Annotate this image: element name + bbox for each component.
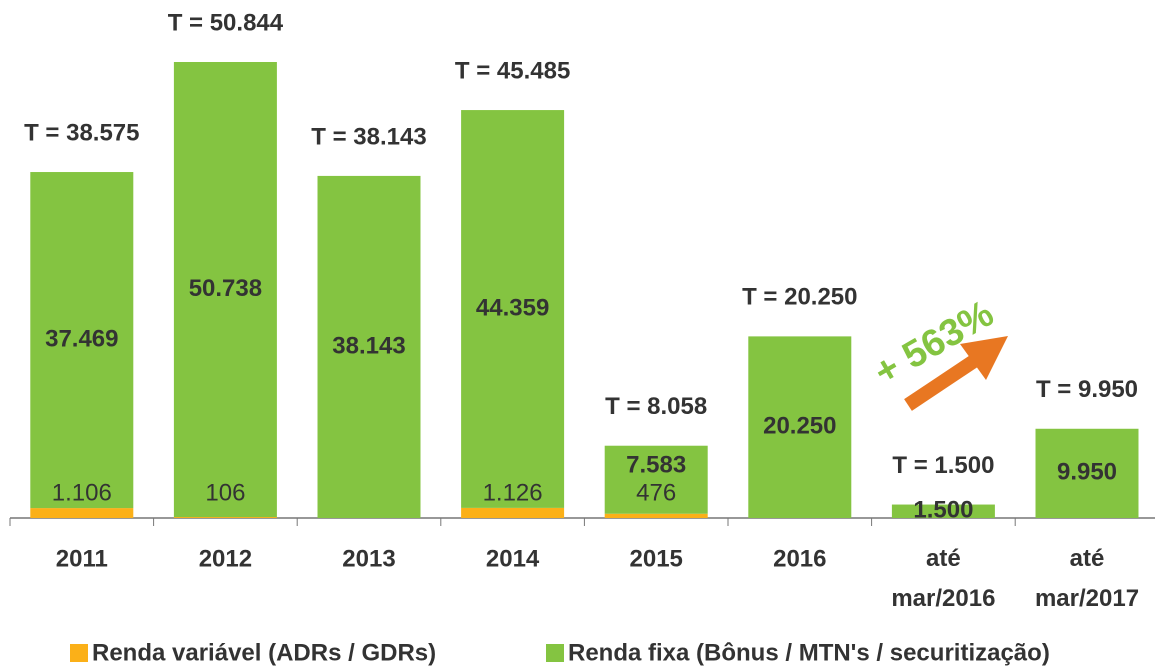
bar-segment: [748, 336, 852, 518]
total-label: T = 1.500: [892, 452, 994, 479]
x-tick-label-line: mar/2017: [1035, 585, 1139, 612]
legend-swatch: [70, 644, 88, 662]
data-label: 20.250: [763, 413, 836, 440]
bar-segment: [604, 513, 708, 518]
bar-segment: [30, 508, 134, 518]
data-label: 7.583: [626, 451, 686, 478]
bar-segment: [461, 110, 565, 508]
bar-segment: [317, 175, 421, 518]
total-label: T = 38.143: [311, 123, 426, 150]
x-tick-label: 2012: [199, 545, 252, 572]
bar-segment: [30, 172, 134, 509]
arrow-head: [960, 336, 1008, 380]
data-label: 1.500: [913, 497, 973, 524]
legend-label: Renda variável (ADRs / GDRs): [92, 639, 436, 666]
x-tick-label-line: até: [1070, 545, 1105, 572]
bar-segment: [891, 504, 995, 518]
bar-segment: [604, 445, 708, 514]
total-label: T = 38.575: [24, 119, 139, 146]
data-label: 44.359: [476, 294, 549, 321]
bar-segment: [1035, 428, 1139, 518]
data-label: 476: [636, 479, 676, 506]
data-label: 9.950: [1057, 459, 1117, 486]
data-label: 38.143: [332, 332, 405, 359]
x-tick-label-line: mar/2016: [891, 585, 995, 612]
total-label: T = 20.250: [742, 284, 857, 311]
legend-label: Renda fixa (Bônus / MTN's / securitizaçã…: [568, 639, 1050, 666]
legend-swatch: [546, 644, 564, 662]
x-tick-label: até mar/2017: [1035, 545, 1139, 612]
data-label: 37.469: [45, 325, 118, 352]
total-label: T = 45.485: [455, 57, 570, 84]
data-label: 1.106: [52, 479, 112, 506]
data-label: 106: [205, 479, 245, 506]
data-label: 50.738: [189, 275, 262, 302]
x-tick-label: 2013: [342, 545, 395, 572]
total-label: T = 8.058: [605, 393, 707, 420]
bar-segment: [173, 62, 277, 518]
total-label: T = 9.950: [1036, 376, 1138, 403]
x-tick-label: 2011: [56, 545, 108, 572]
bar-segment: [173, 517, 277, 518]
arrow-shaft: [904, 351, 984, 411]
x-tick-label: 2015: [630, 545, 683, 572]
x-tick-label: 2014: [486, 545, 540, 572]
x-tick-label: até mar/2016: [891, 545, 995, 612]
data-label: 1.126: [483, 479, 543, 506]
total-label: T = 50.844: [168, 9, 284, 36]
x-tick-label-line: até: [926, 545, 961, 572]
bar-segment: [461, 507, 565, 518]
x-tick-label: 2016: [773, 545, 826, 572]
